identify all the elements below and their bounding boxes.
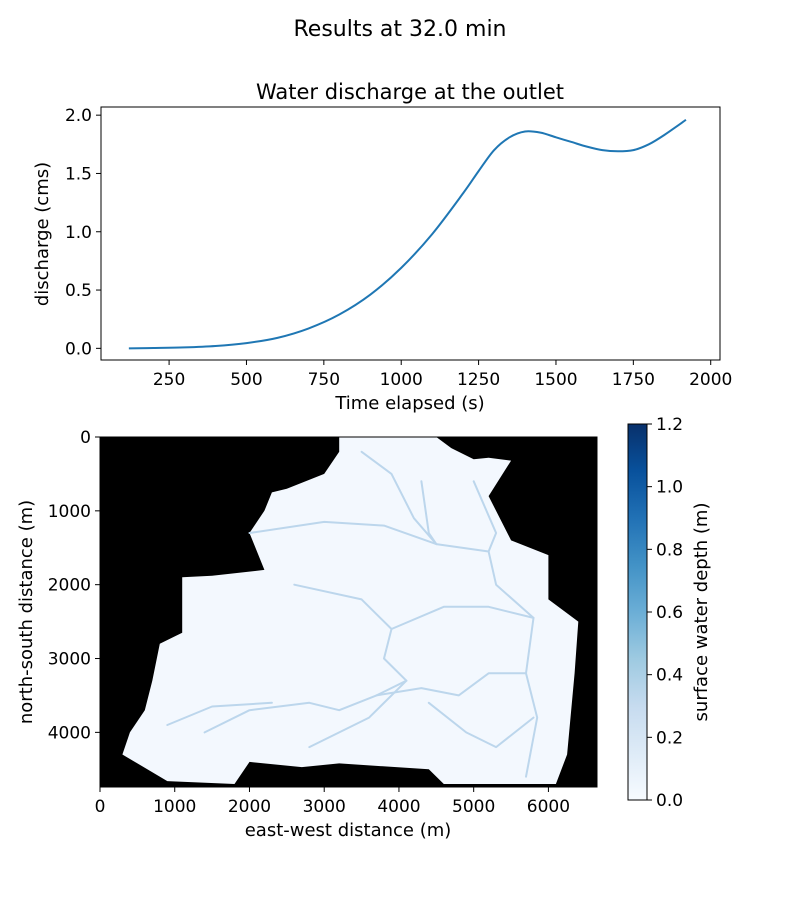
heatmap-frame [99, 436, 598, 788]
line-y-ticks: 0.0 0.5 1.0 1.5 2.0 [65, 106, 101, 359]
line-x-tick-label: 750 [308, 370, 340, 390]
heatmap-y-tick-label: 0 [80, 428, 91, 448]
line-x-tick-label: 1250 [457, 370, 500, 390]
heatmap-x-axis-label: east-west distance (m) [245, 820, 452, 841]
channel-line [166, 701, 273, 726]
heatmap-x-tick-label: 5000 [452, 797, 495, 817]
colorbar-tick-label: 0.0 [656, 791, 683, 811]
line-x-tick-label: 500 [230, 370, 262, 390]
line-x-tick-label: 1750 [612, 370, 655, 390]
line-chart-title: Water discharge at the outlet [256, 80, 564, 104]
heatmap-x-tick-label: 0 [95, 797, 106, 817]
heatmap-y-ticks: 0 1000 2000 3000 4000 [48, 428, 100, 743]
heatmap-y-tick-label: 3000 [48, 650, 91, 670]
colorbar-tick-label: 0.6 [656, 603, 683, 623]
heatmap-y-tick-label: 1000 [48, 502, 91, 522]
channel-line [375, 672, 527, 697]
channel-line [427, 701, 535, 749]
line-chart: Water discharge at the outlet 250 500 750 1… [32, 80, 732, 414]
colorbar-tick-label: 0.4 [656, 666, 683, 686]
line-y-axis-label: discharge (cms) [32, 162, 53, 306]
channel-line [308, 679, 408, 749]
channel-line [472, 480, 498, 553]
line-series-layer [128, 119, 687, 350]
heatmap-x-tick-label: 2000 [228, 797, 271, 817]
colorbar-tick-label: 0.8 [656, 540, 683, 560]
line-x-tick-label: 2000 [689, 370, 732, 390]
colorbar-ticks: 0.0 0.2 0.4 0.6 0.8 1.0 1.2 [647, 415, 683, 811]
heatmap-chart: 0 1000 2000 3000 4000 5000 6000 0 1000 2000 3000 4… [16, 428, 598, 841]
line-chart-frame [100, 106, 721, 361]
heatmap-layer [122, 437, 579, 784]
line-x-tick-label: 1000 [380, 370, 423, 390]
heatmap-y-axis-label: north-south distance (m) [16, 500, 37, 724]
figure-suptitle: Results at 32.0 min [294, 17, 507, 42]
line-y-tick-label: 0.0 [65, 339, 92, 359]
colorbar-label: surface water depth (m) [691, 503, 712, 722]
heatmap-x-tick-label: 3000 [303, 797, 346, 817]
colorbar: 0.0 0.2 0.4 0.6 0.8 1.0 1.2 surface water dept… [627, 415, 712, 811]
heatmap-y-tick-label: 4000 [48, 723, 91, 743]
heatmap-x-tick-label: 4000 [377, 797, 420, 817]
watershed-area [122, 437, 579, 784]
colorbar-tick-label: 1.0 [656, 478, 683, 498]
line-x-ticks: 250 500 750 1000 1250 1500 1750 2000 [153, 360, 732, 390]
heatmap-x-tick-label: 1000 [153, 797, 196, 817]
heatmap-y-tick-label: 2000 [48, 576, 91, 596]
colorbar-gradient [627, 423, 648, 801]
colorbar-tick-label: 0.2 [656, 728, 683, 748]
heatmap-x-ticks: 0 1000 2000 3000 4000 5000 6000 [95, 787, 570, 817]
line-x-tick-label: 1500 [534, 370, 577, 390]
line-y-tick-label: 1.0 [65, 223, 92, 243]
line-y-tick-label: 2.0 [65, 106, 92, 126]
line-y-tick-label: 1.5 [65, 164, 92, 184]
line-x-axis-label: Time elapsed (s) [334, 393, 484, 414]
line-y-tick-label: 0.5 [65, 281, 92, 301]
channel-line [248, 520, 438, 546]
line-x-tick-label: 250 [153, 370, 185, 390]
channel-line [420, 480, 438, 546]
heatmap-x-tick-label: 6000 [527, 797, 570, 817]
colorbar-tick-label: 1.2 [656, 415, 683, 435]
line-series-discharge [128, 119, 687, 350]
channel-line [293, 583, 393, 630]
channel-line [360, 450, 539, 778]
